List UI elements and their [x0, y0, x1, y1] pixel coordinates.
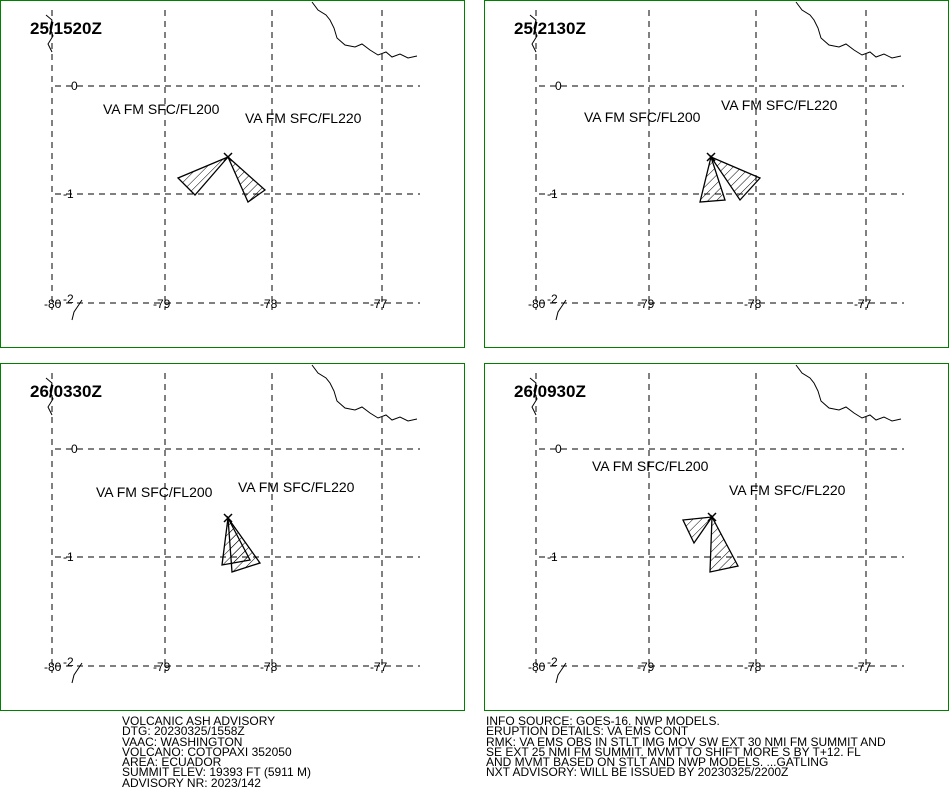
lon-label: -77 [370, 660, 388, 674]
panel-border [484, 363, 949, 711]
lat-label: -1 [63, 550, 74, 564]
panel: -80 -79 -78 -77 0 -1 -2 26/0930Z VA FM SFC/FL200… [484, 363, 949, 711]
advisory-line: SE EXT 25 NMI FM SUMMIT. MVMT TO SHIFT M… [486, 744, 861, 759]
coastline [311, 1, 418, 59]
panel-border [484, 0, 949, 348]
ash-area [227, 156, 267, 203]
lat-label: 0 [555, 442, 562, 456]
coastline [529, 377, 538, 416]
coastline [795, 1, 902, 59]
ash-area [176, 156, 229, 196]
advisory-line: RMK: VA EMS OBS IN STLT IMG MOV SW EXT 3… [486, 734, 886, 749]
advisory-line: INFO SOURCE: GOES-16. NWP MODELS. [486, 714, 720, 728]
lat-label: 0 [555, 79, 562, 93]
advisory-line: NXT ADVISORY: WILL BE ISSUED BY 20230325… [486, 765, 789, 780]
advisory-line: VOLCANIC ASH ADVISORY [122, 714, 276, 728]
coastline [555, 662, 567, 684]
lat-label: 0 [71, 79, 78, 93]
panel-border [0, 0, 465, 348]
advisory-left: VOLCANIC ASH ADVISORY DTG: 20230325/1558Z… [122, 714, 311, 790]
lat-label: -1 [547, 187, 558, 201]
advisory-line: ADVISORY NR: 2023/142 [122, 775, 261, 790]
panel-border [0, 363, 465, 711]
coastline [529, 14, 538, 53]
lon-label: -79 [637, 297, 655, 311]
lat-label: -2 [63, 655, 74, 669]
lon-label: -77 [370, 297, 388, 311]
lon-label: -77 [854, 660, 872, 674]
valid-time: 26/0930Z [514, 382, 586, 401]
coastline [45, 377, 54, 416]
ash-area [709, 514, 739, 573]
lon-label: -80 [44, 660, 62, 674]
ash-label: VA FM SFC/FL220 [721, 97, 838, 113]
ash-area [699, 154, 726, 203]
lon-label: -78 [744, 297, 762, 311]
coastline [71, 299, 83, 321]
panel: -80 -79 -78 -77 0 -1 -2 25/2130Z VA FM SFC/FL200… [484, 0, 949, 348]
lat-label: -1 [63, 187, 74, 201]
coastline [311, 364, 418, 422]
ash-label: VA FM SFC/FL200 [96, 484, 213, 500]
lat-label: -1 [547, 550, 558, 564]
lon-label: -78 [744, 660, 762, 674]
panel: -80 -79 -78 -77 0 -1 -2 26/0330Z VA FM SFC/FL200… [0, 363, 465, 711]
volcano-marker [223, 152, 233, 162]
ash-label: VA FM SFC/FL200 [103, 101, 220, 117]
advisory-right: INFO SOURCE: GOES-16. NWP MODELS. ERUPTIO… [486, 714, 886, 780]
lon-label: -78 [260, 660, 278, 674]
advisory-line: ERUPTION DETAILS: VA EMS CONT [486, 724, 689, 739]
lat-label: -2 [547, 655, 558, 669]
advisory-line: AREA: ECUADOR [122, 755, 222, 770]
volcano-marker [707, 512, 717, 522]
lat-label: 0 [71, 442, 78, 456]
ash-label: VA FM SFC/FL220 [238, 479, 355, 495]
lat-label: -2 [547, 292, 558, 306]
coastline [71, 662, 83, 684]
ash-area [709, 155, 762, 202]
map-panels: -80 -79 -78 -77 0 -1 -2 25/1520Z VA FM SFC/FL200… [0, 0, 949, 711]
advisory-line: VAAC: WASHINGTON [122, 734, 243, 749]
lon-label: -79 [153, 297, 171, 311]
lon-label: -79 [637, 660, 655, 674]
coastline [795, 364, 902, 422]
volcano-marker [223, 513, 233, 523]
coastline [45, 14, 54, 53]
ash-area [682, 516, 714, 545]
lon-label: -78 [260, 297, 278, 311]
lon-label: -79 [153, 660, 171, 674]
advisory-line: SUMMIT ELEV: 19393 FT (5911 M) [122, 765, 311, 780]
ash-label: VA FM SFC/FL220 [729, 482, 846, 498]
lon-label: -80 [44, 297, 62, 311]
lon-label: -80 [528, 660, 546, 674]
coastline [555, 299, 567, 321]
ash-label: VA FM SFC/FL200 [584, 109, 701, 125]
valid-time: 25/1520Z [30, 19, 102, 38]
lon-label: -77 [854, 297, 872, 311]
panel: -80 -79 -78 -77 0 -1 -2 25/1520Z VA FM SFC/FL200… [0, 0, 465, 348]
ash-label: VA FM SFC/FL220 [245, 110, 362, 126]
lat-label: -2 [63, 292, 74, 306]
advisory-line: DTG: 20230325/1558Z [122, 724, 245, 739]
valid-time: 25/2130Z [514, 19, 586, 38]
valid-time: 26/0330Z [30, 382, 102, 401]
advisory-line: AND MVMT BASED ON STLT AND NWP MODELS. .… [486, 755, 829, 770]
ash-label: VA FM SFC/FL200 [592, 458, 709, 474]
lon-label: -80 [528, 297, 546, 311]
ash-area [227, 515, 262, 573]
advisory-line: VOLCANO: COTOPAXI 352050 [122, 744, 292, 759]
volcano-marker [706, 152, 716, 162]
